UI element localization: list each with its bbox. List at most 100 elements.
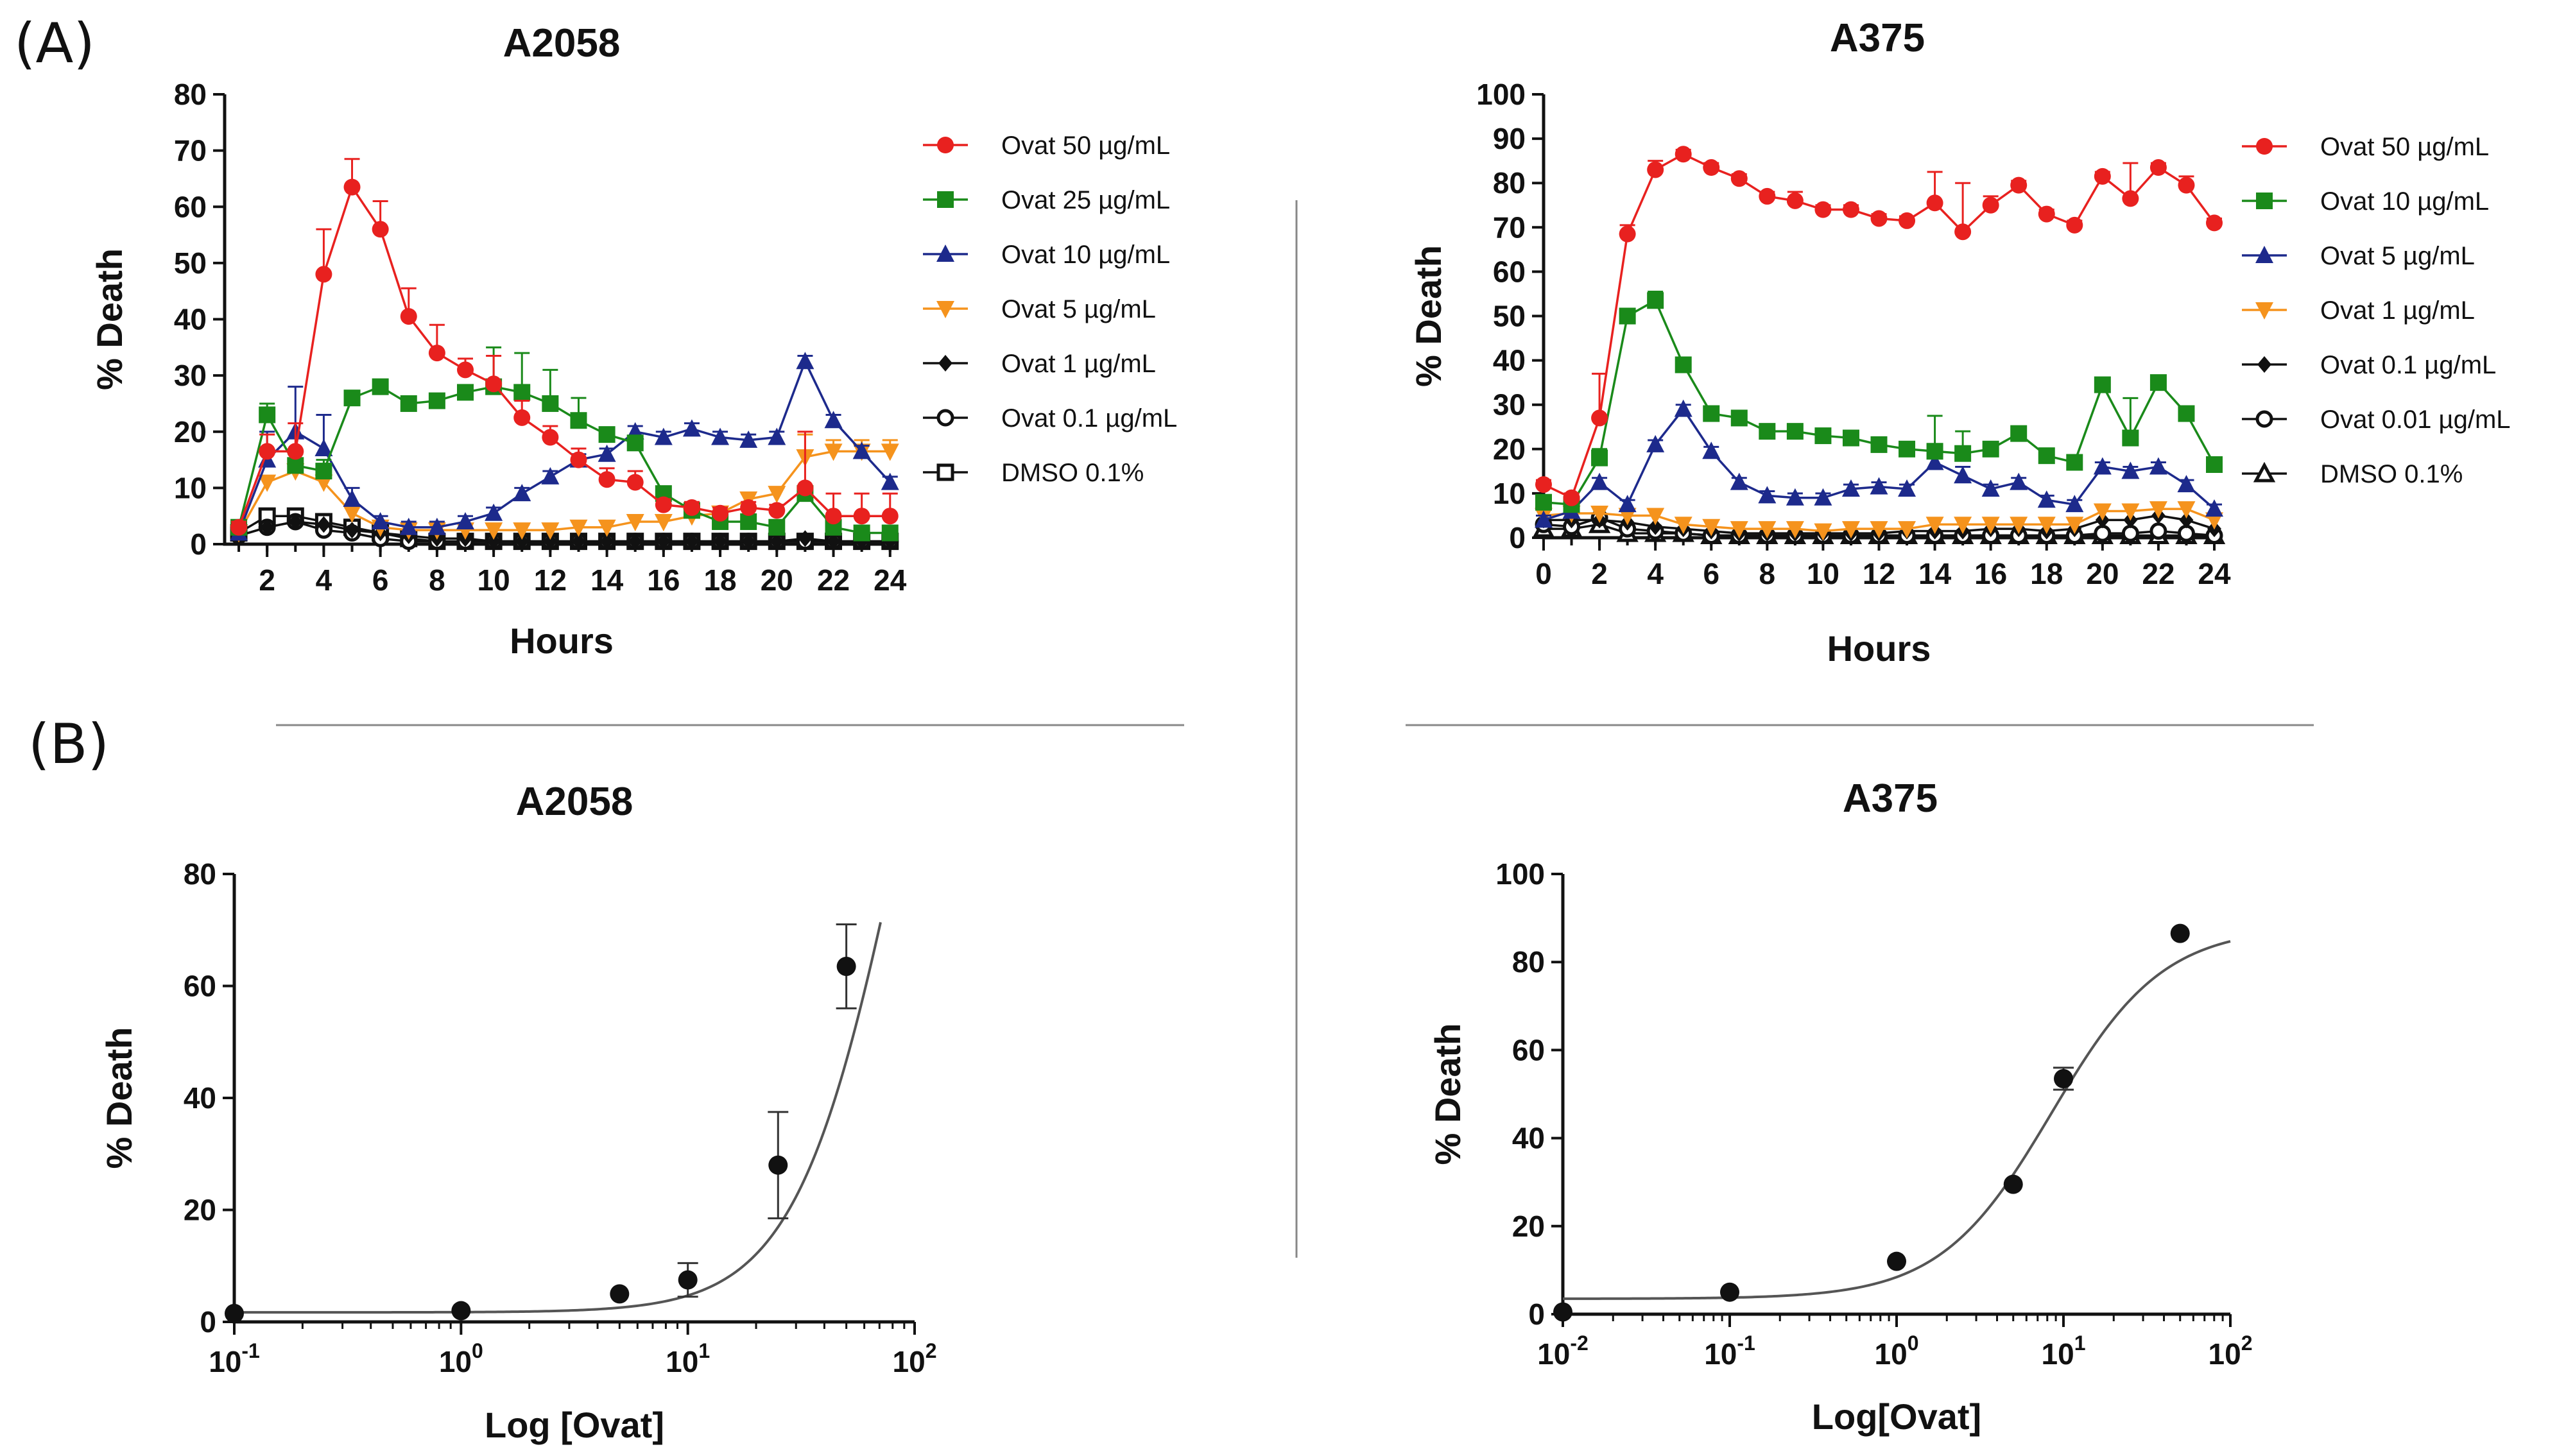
data-point [1730, 521, 1748, 539]
y-tick-label: 50 [1493, 300, 1526, 333]
data-point [1981, 479, 2000, 497]
legend-label: DMSO 0.1% [2320, 460, 2463, 488]
data-point [456, 511, 474, 529]
y-tick-label: 20 [1493, 433, 1526, 466]
data-point [487, 533, 501, 550]
legend-item: Ovat 10 µg/mL [923, 241, 1170, 269]
data-point [2038, 447, 2055, 465]
data-point [825, 508, 842, 525]
data-point [2122, 190, 2139, 207]
data-point [1590, 472, 1609, 490]
x-tick-label: 14 [590, 563, 624, 597]
data-point [2065, 495, 2084, 513]
data-point [1982, 440, 1999, 458]
data-point [1814, 427, 1832, 445]
data-point [457, 384, 474, 401]
x-tick-label: 2 [1591, 557, 1608, 590]
data-point [1758, 486, 1777, 504]
data-point [2093, 457, 2112, 475]
x-tick-label: 101 [2042, 1332, 2086, 1371]
y-tick-label: 20 [174, 415, 207, 449]
data-point [1814, 523, 1832, 541]
y-tick-label: 0 [200, 1305, 216, 1339]
axis-lines [1561, 874, 2230, 1316]
data-point [599, 533, 614, 550]
data-point [1675, 356, 1692, 373]
data-point [260, 518, 275, 536]
chart-title: A375 [1843, 776, 1938, 821]
data-point [288, 513, 303, 530]
data-point [2177, 524, 2195, 542]
y-tick-label: 20 [184, 1194, 216, 1227]
chart-a375-dose: A375 Log[Ovat] % Death 0 20 40 60 80 100 10-2 10-1… [1427, 776, 2252, 1437]
legend-marker [936, 244, 954, 262]
data-point [2177, 475, 2196, 493]
data-point [1786, 423, 1804, 440]
data-point [371, 511, 390, 529]
chart-a2058-dose: A2058 Log [Ovat] % Death 0 20 40 60 80 10-1 100 10… [99, 780, 936, 1445]
data-point [2038, 205, 2055, 223]
x-tick-label: 10 [1807, 557, 1839, 590]
data-point [2178, 405, 2195, 422]
data-point [2170, 923, 2190, 943]
data-point [1720, 1282, 1739, 1302]
series-2 [230, 352, 899, 541]
data-point [1842, 429, 1859, 447]
legend-item: DMSO 0.1% [923, 459, 1144, 487]
x-tick-label: 102 [893, 1339, 937, 1378]
legend-label: Ovat 10 µg/mL [1001, 241, 1170, 269]
data-point [1759, 187, 1776, 205]
x-axis-title: Log[Ovat] [1812, 1396, 1981, 1437]
data-point [798, 530, 813, 547]
x-tick-label: 12 [534, 563, 567, 597]
data-point [543, 533, 558, 550]
data-point [2149, 457, 2167, 475]
series-0 [230, 158, 899, 536]
data-point [1758, 521, 1777, 539]
series-4 [232, 513, 897, 550]
legend-item: Ovat 0.01 µg/mL [2242, 406, 2511, 434]
x-tick-label: 12 [1863, 557, 1895, 590]
data-point [768, 427, 786, 445]
legend-label: Ovat 0.01 µg/mL [2320, 406, 2511, 434]
data-point [513, 384, 531, 401]
data-point [2094, 524, 2112, 542]
data-point [343, 505, 361, 523]
fit-curve [234, 921, 882, 1314]
data-point [1841, 479, 1860, 497]
y-tick-label: 10 [1493, 477, 1526, 510]
data-point [2121, 503, 2140, 521]
data-point [427, 517, 446, 535]
data-point [1535, 510, 1553, 528]
data-point [1730, 409, 1748, 427]
data-point [1590, 505, 1609, 523]
x-tick-label: 0 [1535, 557, 1552, 590]
data-point [1563, 489, 1580, 506]
data-point [1954, 517, 1972, 535]
data-point [2121, 461, 2140, 479]
data-point [428, 345, 445, 362]
data-point [770, 533, 784, 550]
data-point [853, 524, 870, 542]
data-point [2066, 454, 2083, 471]
y-tick-label: 50 [174, 246, 207, 280]
y-tick-label: 90 [1493, 122, 1526, 155]
data-point [1841, 521, 1860, 539]
data-point [1899, 440, 1916, 458]
data-point [400, 308, 417, 325]
data-point [2149, 501, 2167, 519]
data-point [628, 533, 642, 550]
data-point [372, 378, 389, 395]
data-point [457, 361, 474, 379]
data-point [740, 513, 757, 530]
x-axis-title: Log [Ovat] [485, 1405, 664, 1445]
y-tick-label: 60 [1512, 1033, 1545, 1066]
data-point [2121, 524, 2139, 542]
y-axis-title: % Death [1408, 245, 1449, 387]
data-point [485, 522, 503, 540]
data-point [768, 486, 786, 504]
data-point [571, 533, 586, 550]
data-point [853, 508, 870, 525]
x-tick-label: 24 [2198, 557, 2231, 590]
